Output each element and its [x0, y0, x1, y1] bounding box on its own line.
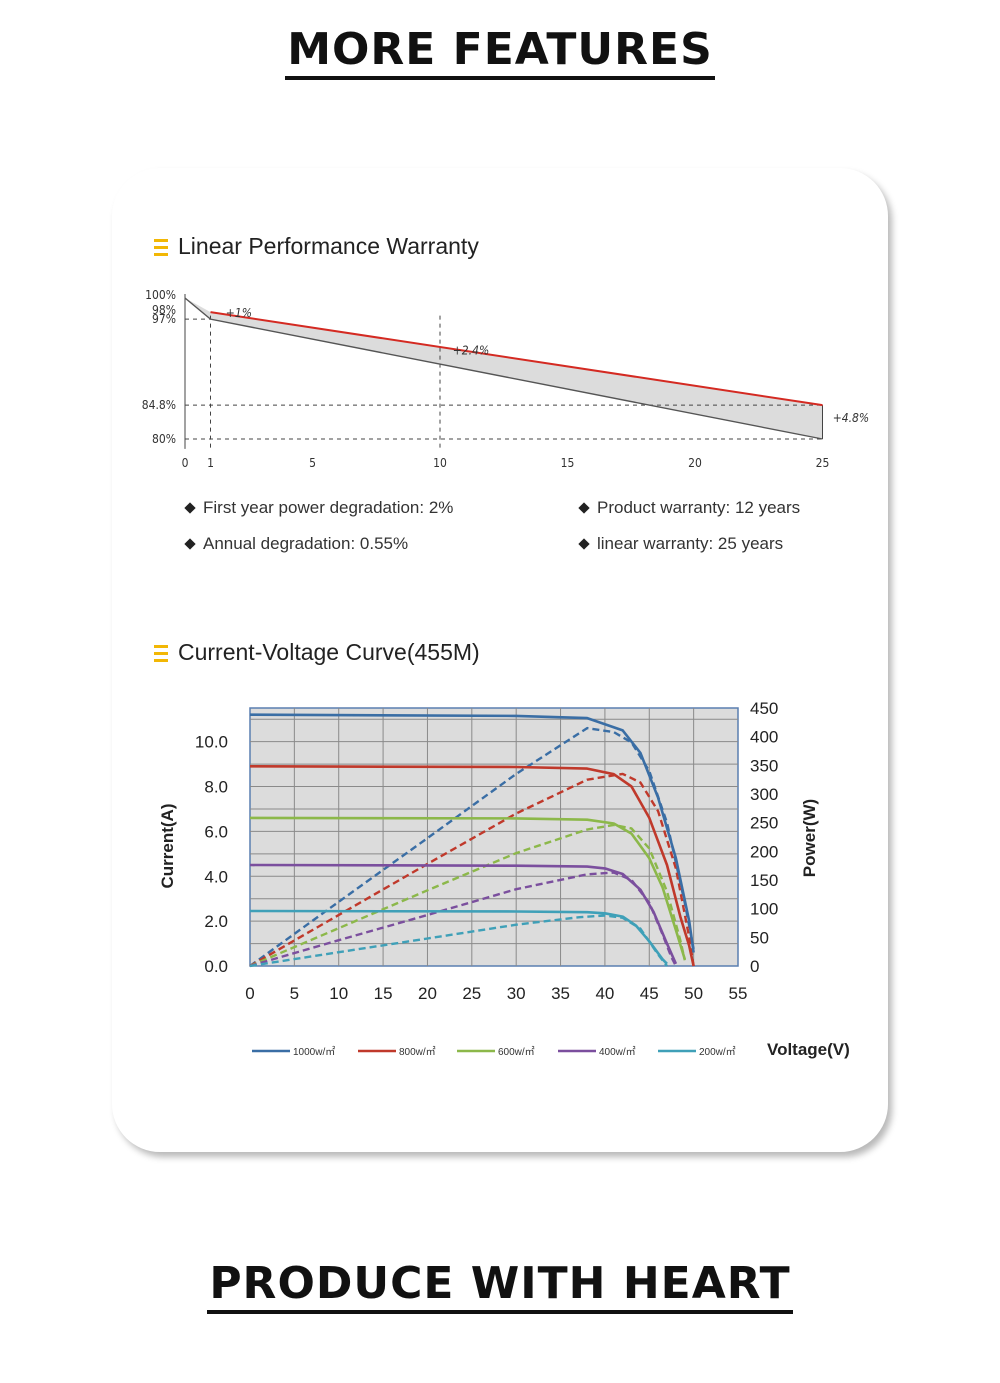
x-tick-label: 10: [329, 984, 348, 1003]
y2-tick-label: 450: [750, 699, 778, 718]
y2-tick-label: 0: [750, 957, 759, 976]
x-tick-label: 5: [309, 456, 316, 470]
warranty-chart: 100%98%97%84.8%80%0 1 5 10 15 20 25+1%+2.4%+4.…: [142, 288, 869, 470]
x-tick-label: 25: [816, 456, 830, 470]
x-tick-label: 15: [374, 984, 393, 1003]
x-tick-label: 35: [551, 984, 570, 1003]
y-tick-label: 2.0: [204, 912, 228, 931]
spec-item: Product warranty: 12 years: [578, 498, 801, 518]
bullet-diamond-icon: [184, 502, 196, 514]
y-tick-label: 6.0: [204, 822, 228, 841]
bullet-diamond-icon: [184, 538, 196, 550]
spec-text: Product warranty: 12 years: [597, 498, 801, 517]
list-icon: [154, 644, 168, 662]
spec-item: Annual degradation: 0.55%: [184, 534, 409, 554]
power-curve: [249, 823, 686, 968]
x-tick-label: 30: [507, 984, 526, 1003]
x-tick-label: 20: [688, 456, 702, 470]
y2-tick-label: 200: [750, 842, 778, 861]
y2-tick-label: 150: [750, 871, 778, 890]
x-tick-label: 0: [182, 456, 189, 470]
x-tick-label: 50: [684, 984, 703, 1003]
y-tick-label: 84.8%: [142, 398, 176, 412]
iv-title-text: Current-Voltage Curve(455M): [178, 639, 480, 665]
spec-text: First year power degradation: 2%: [203, 498, 454, 517]
y2-tick-label: 350: [750, 756, 778, 775]
list-icon: [154, 238, 168, 256]
y-tick-label: 10.0: [195, 733, 228, 752]
x-tick-label: 0: [245, 984, 254, 1003]
x-tick-label: 40: [595, 984, 614, 1003]
current-curve: [249, 863, 678, 965]
legend-label: 400w/㎡: [599, 1046, 636, 1058]
x-tick-label: 10: [433, 456, 447, 470]
annotation-label: +1%: [226, 306, 252, 320]
power-curve: [249, 772, 695, 968]
standard-degradation-line: [184, 297, 823, 440]
annotation-label: +4.8%: [833, 411, 869, 425]
spec-text: linear warranty: 25 years: [597, 534, 784, 553]
y-tick-label: 100%: [145, 288, 176, 302]
y2-tick-label: 300: [750, 785, 778, 804]
x-tick-label: 1: [207, 456, 214, 470]
y2-tick-label: 400: [750, 728, 778, 747]
legend-label: 1000w/㎡: [293, 1046, 335, 1058]
x-tick-label: 5: [290, 984, 299, 1003]
warranty-title-text: Linear Performance Warranty: [178, 233, 479, 259]
y2-tick-label: 100: [750, 900, 778, 919]
bullet-diamond-icon: [578, 538, 590, 550]
current-curve: [249, 713, 695, 953]
spec-item: First year power degradation: 2%: [184, 498, 454, 518]
top-heading: MORE FEATURES: [0, 24, 1000, 80]
x-tick-label: 45: [640, 984, 659, 1003]
y-tick-label: 4.0: [204, 867, 228, 886]
y-tick-label: 80%: [152, 432, 176, 446]
legend-label: 200w/㎡: [699, 1046, 736, 1058]
current-curve: [249, 816, 687, 960]
features-card: [112, 168, 888, 1152]
warranty-line: [210, 311, 823, 407]
warranty-section-title: Linear Performance Warranty: [154, 233, 479, 260]
legend-label: 800w/㎡: [399, 1046, 436, 1058]
warranty-band: [185, 298, 823, 439]
spec-text: Annual degradation: 0.55%: [203, 534, 409, 553]
x-tick-label: 20: [418, 984, 437, 1003]
current-curve: [249, 765, 695, 967]
top-heading-text: MORE FEATURES: [285, 24, 715, 80]
x-tick-label: 55: [729, 984, 748, 1003]
iv-section-title: Current-Voltage Curve(455M): [154, 639, 480, 666]
bottom-heading-text: PRODUCE WITH HEART: [207, 1258, 793, 1314]
iv-curve-chart: 0 5 10 15 20 25 30 35 40 45 50 55 0.0 2.0 4.0 6.0 8.0 10.…: [158, 699, 850, 1059]
legend-label: 600w/㎡: [498, 1046, 535, 1058]
y2-axis-title: Power(W): [800, 799, 819, 877]
y2-tick-label: 50: [750, 928, 769, 947]
y-tick-label: 98%: [152, 303, 176, 317]
bullet-diamond-icon: [578, 502, 590, 514]
x-axis-title: Voltage(V): [767, 1040, 850, 1059]
bottom-heading: PRODUCE WITH HEART: [0, 1258, 1000, 1314]
y-axis-title: Current(A): [158, 804, 177, 889]
x-tick-label: 15: [561, 456, 575, 470]
y2-tick-label: 250: [750, 814, 778, 833]
y-tick-label: 0.0: [204, 957, 228, 976]
spec-item: linear warranty: 25 years: [578, 534, 784, 554]
current-curve: [249, 909, 668, 965]
annotation-label: +2.4%: [453, 343, 489, 357]
x-tick-label: 25: [462, 984, 481, 1003]
y-tick-label: 8.0: [204, 778, 228, 797]
y-tick-label: 97%: [152, 312, 176, 326]
